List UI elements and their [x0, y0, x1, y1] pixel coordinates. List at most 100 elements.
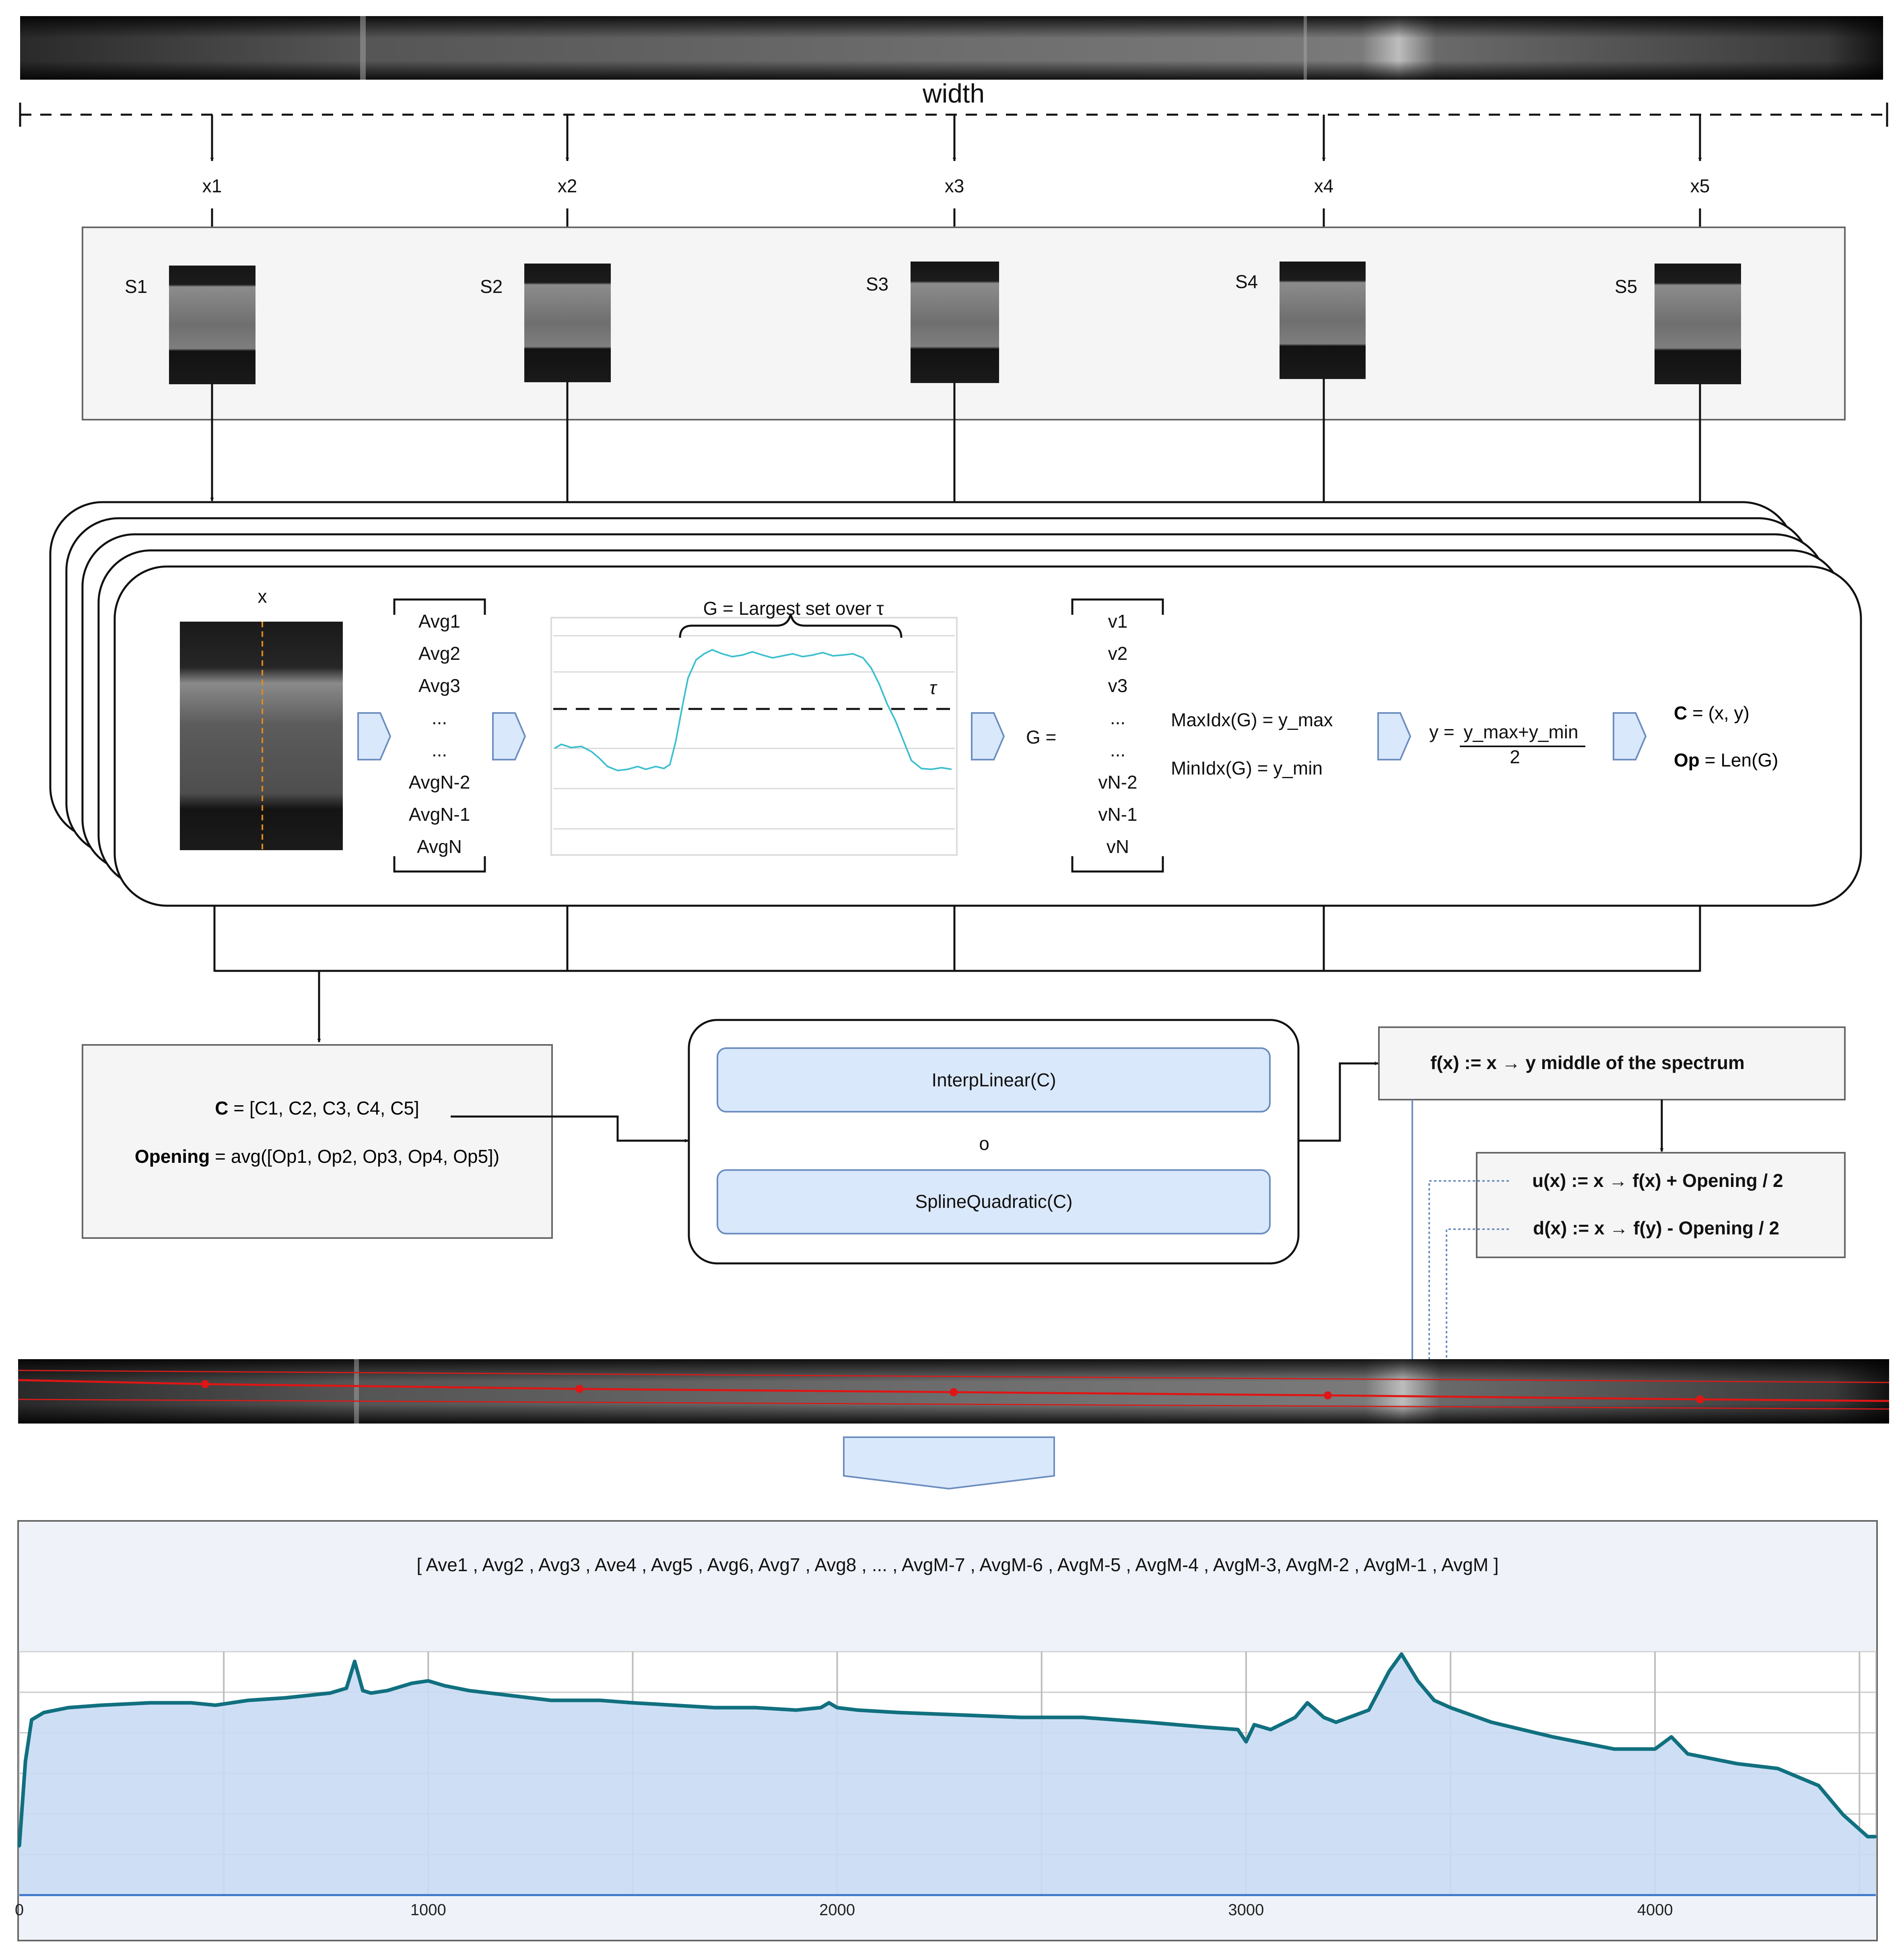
- merge-connectors: [213, 905, 1701, 1042]
- data-point: [1400, 1653, 1403, 1656]
- data-point: [149, 1702, 152, 1704]
- data-point: [427, 1679, 430, 1682]
- stage-card-content: x Avg1 Avg2 Avg3 ... ... AvgN-2 AvgN-1 A…: [180, 586, 1778, 873]
- data-point: [190, 1702, 192, 1704]
- x-label-3: x3: [945, 175, 964, 196]
- data-point: [386, 1689, 389, 1692]
- data-point: [247, 1699, 250, 1702]
- data-point: [1416, 1679, 1419, 1682]
- u-function: u(x) := x → f(x) + Opening / 2: [1532, 1170, 1783, 1191]
- f-function: f(x) := x → y middle of the spectrum: [1430, 1052, 1745, 1073]
- samples-panel: S1 S2 S3 S4 S5: [82, 227, 1846, 420]
- op-output: Op = Len(G): [1674, 750, 1778, 771]
- sample-crop-3: [911, 262, 999, 383]
- upper-boundary-line: [18, 1370, 1890, 1383]
- data-point: [1147, 1721, 1149, 1724]
- chevron-arrow-icon: [1613, 712, 1647, 760]
- v-item: vN-2: [1098, 772, 1137, 793]
- y-formula: y = y_max+y_min 2: [1429, 721, 1585, 767]
- data-point: [1204, 1726, 1207, 1729]
- data-point: [856, 1709, 859, 1712]
- result-panel: [ Ave1 , Avg2 , Avg3 , Ave4 , Avg5 , Avg…: [15, 1520, 1878, 1941]
- data-point: [1449, 1706, 1452, 1709]
- tau-label: τ: [929, 677, 938, 698]
- avg-item: AvgN: [417, 836, 462, 857]
- s-label-4: S4: [1235, 271, 1258, 292]
- svg-text:SplineQuadratic(C): SplineQuadratic(C): [915, 1191, 1072, 1212]
- data-point: [1552, 1735, 1554, 1738]
- data-point: [1613, 1748, 1616, 1750]
- c-array: C = [C1, C2, C3, C4, C5]: [215, 1098, 419, 1119]
- center-point: [575, 1385, 583, 1393]
- sample-crop-4: [1280, 262, 1366, 379]
- spectrum-profile-chart: 0 1000 2000 3000 4000: [15, 1651, 1877, 1919]
- data-point: [214, 1704, 217, 1707]
- interpolation-box: InterpLinear(C) o SplineQuadratic(C): [688, 1019, 1300, 1265]
- v-item: v2: [1108, 643, 1128, 664]
- data-point: [550, 1699, 552, 1702]
- sample-crop-5: [1655, 264, 1741, 384]
- spline-quadratic-option: [717, 1169, 1271, 1234]
- center-point: [1696, 1395, 1704, 1403]
- data-point: [370, 1691, 372, 1694]
- data-point: [1654, 1748, 1657, 1750]
- data-point: [1367, 1709, 1370, 1712]
- x-tick-label: 4000: [1637, 1901, 1673, 1919]
- maxidx-formula: MaxIdx(G) = y_max: [1171, 709, 1333, 730]
- width-label: width: [922, 78, 985, 108]
- svg-text:InterpLinear(C): InterpLinear(C): [931, 1069, 1056, 1090]
- avg-item: Avg1: [418, 611, 460, 632]
- data-point: [1306, 1702, 1309, 1704]
- v-item: v3: [1108, 675, 1128, 696]
- sample-position-arrows: x1 x2 x3 x4 x5: [202, 115, 1710, 258]
- center-point: [950, 1388, 958, 1396]
- x-column-label: x: [258, 586, 267, 607]
- data-point: [1294, 1716, 1296, 1719]
- sample-crop-1: [169, 266, 256, 384]
- data-point: [1735, 1762, 1738, 1765]
- connector-c-to-interp: [451, 1115, 688, 1143]
- column-intensity-curve: [554, 649, 952, 772]
- x-tick-label: 2000: [819, 1901, 855, 1919]
- avg-item: AvgN-1: [409, 804, 470, 825]
- data-point: [631, 1702, 634, 1704]
- data-point: [410, 1682, 413, 1685]
- data-point: [1686, 1753, 1689, 1755]
- data-point: [599, 1699, 602, 1702]
- spectrum-strip-top: [20, 16, 1883, 80]
- threshold-chart: G = Largest set over τ τ: [550, 598, 958, 856]
- collected-points-box: C = [C1, C2, C3, C4, C5] Opening = avg([…: [82, 1044, 553, 1239]
- data-point: [897, 1711, 900, 1714]
- data-point: [284, 1696, 286, 1699]
- data-point: [1020, 1716, 1022, 1719]
- series-area: [19, 1654, 1876, 1895]
- data-point: [672, 1704, 675, 1707]
- data-point: [30, 1718, 33, 1721]
- data-point: [100, 1704, 103, 1707]
- s-label-2: S2: [480, 276, 503, 297]
- data-point: [1388, 1670, 1391, 1673]
- opening-formula: Opening = avg([Op1, Op2, Op3, Op4, Op5]): [135, 1146, 499, 1167]
- v-item: ...: [1110, 740, 1125, 760]
- data-point: [329, 1691, 332, 1694]
- v-item: vN: [1107, 836, 1129, 857]
- chevron-arrow-icon: [492, 712, 526, 760]
- center-point: [201, 1380, 209, 1388]
- data-point: [754, 1706, 757, 1709]
- center-point: [1324, 1391, 1332, 1399]
- data-point: [819, 1706, 822, 1709]
- data-point: [1081, 1716, 1084, 1719]
- middle-function-box: f(x) := x → y middle of the spectrum: [1378, 1026, 1846, 1100]
- sample-crop-2: [524, 264, 611, 382]
- data-point: [43, 1711, 45, 1714]
- minidx-formula: MinIdx(G) = y_min: [1171, 758, 1323, 779]
- data-point: [1433, 1699, 1436, 1702]
- data-point: [1269, 1728, 1272, 1731]
- data-point: [1245, 1740, 1247, 1743]
- v-item: ...: [1110, 707, 1125, 728]
- connector-interp-to-f: [1298, 1061, 1379, 1142]
- v-item: vN-1: [1098, 804, 1137, 825]
- svg-text:y =: y =: [1429, 721, 1455, 742]
- lower-boundary-line: [18, 1399, 1890, 1410]
- function-overlay-connectors: [1411, 1100, 1509, 1413]
